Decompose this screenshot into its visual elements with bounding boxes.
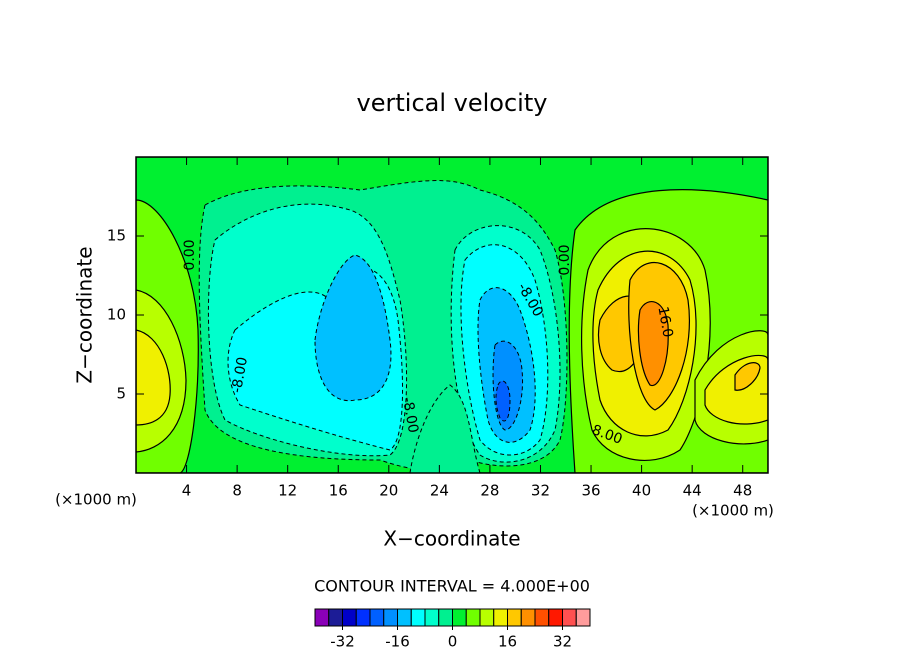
colorbar-box <box>520 608 536 627</box>
x-tick-label: 8 <box>232 482 242 500</box>
x-tick-label: 24 <box>430 482 449 500</box>
x-tick-label: 12 <box>278 482 297 500</box>
colorbar-box <box>369 608 385 627</box>
contour-region <box>637 300 669 387</box>
colorbar-box <box>355 608 371 627</box>
colorbar-box <box>479 608 495 627</box>
contour-region <box>495 380 511 422</box>
contour-label: -8.00 <box>399 396 421 434</box>
colorbar-tick-label: 32 <box>553 633 572 651</box>
colorbar-box <box>438 608 453 627</box>
y-tick-label: 10 <box>107 306 126 324</box>
x-tick-label: 28 <box>480 482 499 500</box>
colorbar-tick-label: 0 <box>448 633 458 651</box>
contour-label: 0.00 <box>557 244 573 275</box>
contour-label: -8.00 <box>229 356 251 394</box>
x-tick-label: 32 <box>531 482 550 500</box>
contour-region <box>734 362 761 391</box>
colorbar-box <box>493 608 508 627</box>
contour-field <box>136 157 768 473</box>
colorbar-box <box>383 608 398 627</box>
y-tick-label: 15 <box>107 227 126 245</box>
contour-region <box>136 329 171 426</box>
x-tick-label: 4 <box>182 482 192 500</box>
x-unit: (×1000 m) <box>55 491 137 509</box>
contour-label: 0.00 <box>182 239 198 270</box>
colorbar-box <box>465 608 481 627</box>
colorbar-box <box>397 608 412 627</box>
y-tick-label: 5 <box>116 385 126 403</box>
chart-title: vertical velocity <box>357 89 548 117</box>
colorbar-box <box>562 608 577 627</box>
colorbar-box <box>548 608 563 627</box>
colorbar-tick-label: -32 <box>330 633 355 651</box>
x-tick-label: 48 <box>733 482 752 500</box>
colorbar-box <box>575 608 591 627</box>
colorbar-box <box>452 608 467 627</box>
contour-label: 16.0 <box>654 305 675 338</box>
colorbar-box <box>424 608 440 627</box>
contour-region <box>409 384 481 473</box>
colorbar-box <box>410 608 426 627</box>
x-tick-label: 44 <box>683 482 702 500</box>
x-tick-label: 40 <box>632 482 651 500</box>
x-tick-label: 20 <box>379 482 398 500</box>
colorbar-box <box>328 608 343 627</box>
colorbar-box <box>507 608 522 627</box>
colorbar-tick-label: 16 <box>498 633 517 651</box>
colorbar-box <box>534 608 550 627</box>
colorbar-box <box>342 608 357 627</box>
x-tick-label: 36 <box>581 482 600 500</box>
y-axis-title: Z−coordinate <box>73 246 97 383</box>
x-axis-title: X−coordinate <box>383 527 520 551</box>
contour-region <box>314 254 392 402</box>
colorbar-tick-label: -16 <box>385 633 410 651</box>
x-tick-label: 16 <box>329 482 348 500</box>
colorbar-box <box>314 608 330 627</box>
contour-interval: CONTOUR INTERVAL = 4.000E+00 <box>314 577 590 596</box>
x-unit: (×1000 m) <box>692 502 774 520</box>
